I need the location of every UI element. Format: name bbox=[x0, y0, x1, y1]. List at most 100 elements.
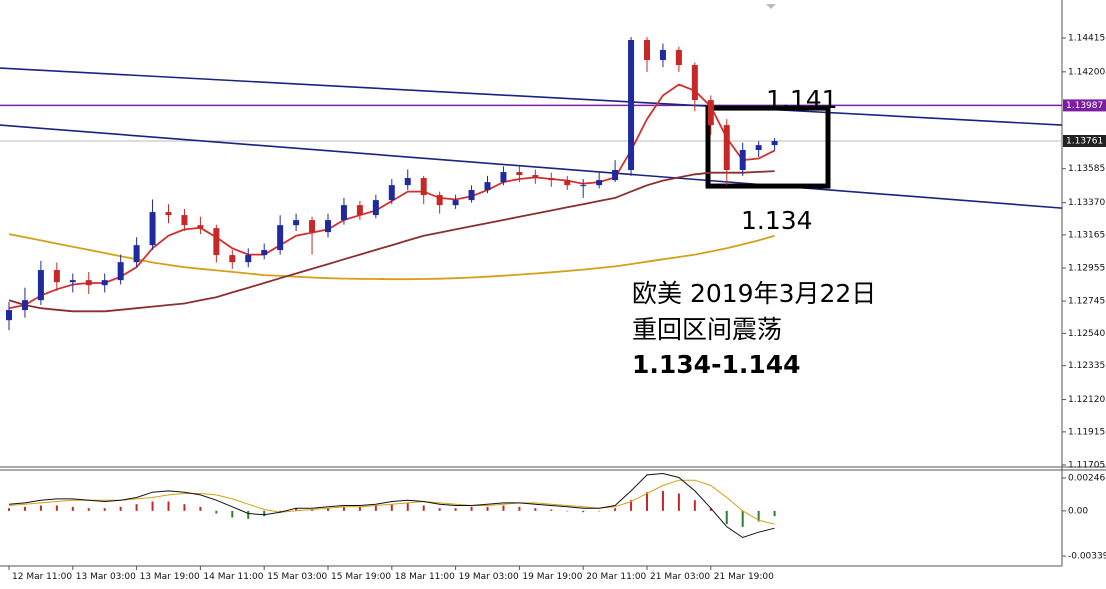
macd-bar bbox=[295, 508, 298, 511]
x-tick-label: 14 Mar 11:00 bbox=[203, 572, 263, 582]
candle-body bbox=[723, 125, 730, 171]
macd-bar bbox=[247, 510, 250, 519]
macd-bar bbox=[119, 506, 122, 511]
annotation: 1.141 bbox=[766, 85, 838, 114]
candle-body bbox=[117, 262, 124, 281]
candle-body bbox=[53, 270, 60, 283]
candle-body bbox=[404, 178, 411, 186]
candle-body bbox=[484, 182, 491, 191]
candle-body bbox=[21, 300, 28, 311]
y-tick-label: 1.14415 bbox=[1068, 33, 1105, 43]
price-label: 1.13761 bbox=[1066, 137, 1103, 147]
candle-body bbox=[771, 141, 778, 146]
y-tick-label: 1.12540 bbox=[1068, 329, 1105, 339]
candle-body bbox=[659, 49, 666, 61]
macd-bar bbox=[582, 510, 585, 513]
candle-body bbox=[707, 100, 714, 126]
macd-bar bbox=[454, 508, 457, 511]
trend-line bbox=[0, 67, 1063, 126]
y-tick-label: 1.11705 bbox=[1068, 460, 1105, 470]
y-tick-label: -0.003397 bbox=[1068, 552, 1106, 562]
y-tick-label: 1.11915 bbox=[1068, 427, 1105, 437]
candle-body bbox=[596, 180, 603, 186]
x-tick-label: 15 Mar 03:00 bbox=[267, 572, 327, 582]
candle-body bbox=[245, 255, 252, 263]
macd-bar bbox=[231, 510, 234, 518]
macd-bar bbox=[199, 506, 202, 511]
x-tick-label: 19 Mar 03:00 bbox=[459, 572, 519, 582]
macd-bar bbox=[598, 510, 601, 512]
y-tick-label: 0.00 bbox=[1068, 506, 1088, 516]
macd-bar bbox=[566, 510, 569, 512]
shift-marker bbox=[766, 4, 776, 9]
candle-body bbox=[500, 172, 507, 183]
macd-bar bbox=[103, 508, 106, 511]
macd-bar bbox=[215, 510, 218, 514]
macd-bar bbox=[342, 506, 345, 511]
x-tick-label: 13 Mar 03:00 bbox=[76, 572, 136, 582]
candle-body bbox=[675, 49, 682, 66]
macd-bar bbox=[23, 506, 26, 511]
candle-body bbox=[564, 180, 571, 186]
candle-body bbox=[165, 212, 172, 216]
macd-bar bbox=[757, 510, 760, 522]
macd-line bbox=[8, 472, 775, 539]
macd-bar bbox=[39, 505, 42, 511]
annotation: 1.134 bbox=[741, 206, 813, 235]
candle-body bbox=[101, 280, 108, 286]
macd-bar bbox=[390, 504, 393, 511]
macd-bar bbox=[709, 508, 712, 511]
candle-body bbox=[229, 255, 236, 263]
price-label: 1.13987 bbox=[1066, 101, 1103, 111]
range-box bbox=[705, 105, 831, 189]
plot: 1.14415 1.14200 1.13585 1.13370 1.13165 1.129… bbox=[0, 33, 1106, 582]
candle-body bbox=[181, 215, 188, 226]
macd-bar bbox=[773, 510, 776, 517]
candle-body bbox=[277, 225, 284, 251]
y-tick-label: 1.12335 bbox=[1068, 361, 1105, 371]
macd-bar bbox=[327, 508, 329, 511]
y-tick-label: 1.12745 bbox=[1068, 297, 1105, 307]
candle-body bbox=[548, 178, 555, 181]
macd-bar bbox=[311, 509, 314, 511]
y-tick-label: 1.13585 bbox=[1068, 164, 1105, 174]
candle-body bbox=[372, 200, 379, 216]
candle-body bbox=[739, 149, 746, 171]
macd-bar bbox=[693, 500, 696, 511]
trend-line bbox=[0, 124, 1063, 209]
candle-body bbox=[452, 200, 459, 206]
candle-body bbox=[149, 212, 156, 246]
macd-bar bbox=[151, 501, 154, 511]
candle-body bbox=[197, 225, 204, 229]
y-tick-label: 1.12120 bbox=[1068, 395, 1105, 405]
x-tick-label: 12 Mar 11:00 bbox=[12, 572, 72, 582]
candle-body bbox=[309, 220, 316, 233]
macd-signal bbox=[8, 479, 775, 525]
candle-body bbox=[612, 170, 619, 181]
x-tick-label: 19 Mar 19:00 bbox=[522, 572, 582, 582]
macd-bar bbox=[661, 490, 664, 511]
macd-bar bbox=[183, 504, 186, 511]
candle-body bbox=[293, 220, 300, 226]
macd-bar bbox=[534, 508, 537, 511]
macd-bar bbox=[741, 510, 744, 527]
macd-bar bbox=[8, 508, 10, 511]
price-label-bg bbox=[1063, 99, 1106, 112]
annotation: 1.134-1.144 bbox=[632, 350, 801, 379]
macd-bar bbox=[614, 508, 617, 511]
x-tick-label: 18 Mar 11:00 bbox=[395, 572, 455, 582]
macd-bar bbox=[677, 493, 680, 511]
macd-bar bbox=[167, 501, 170, 511]
macd-bar bbox=[263, 510, 266, 517]
macd-bar bbox=[725, 510, 728, 525]
x-tick-label: 15 Mar 19:00 bbox=[331, 572, 391, 582]
candle-body bbox=[261, 250, 268, 256]
candle-body bbox=[133, 245, 140, 263]
candle-body bbox=[6, 310, 12, 321]
macd-bar bbox=[71, 506, 74, 511]
macd-bar bbox=[406, 502, 409, 511]
y-tick-label: 0.002468 bbox=[1068, 473, 1106, 483]
candle-body bbox=[356, 205, 363, 216]
macd-bar bbox=[135, 504, 138, 511]
